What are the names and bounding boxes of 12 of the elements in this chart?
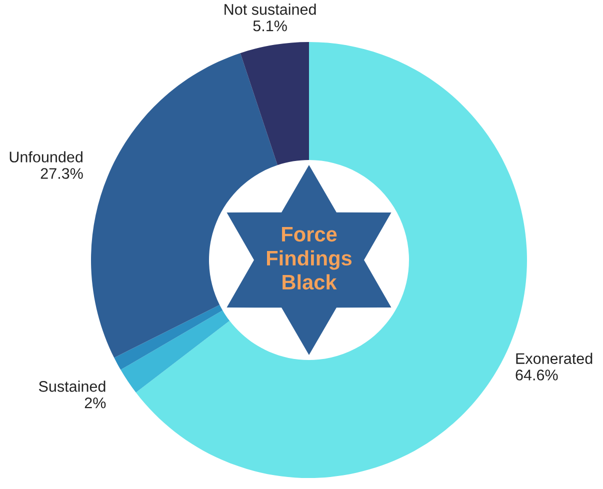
text: Force Findings Black (267, 227, 352, 290)
data-label: 5.1% (253, 20, 287, 32)
slice-label: Sustained (38, 380, 106, 392)
data-label: 27.3% (40, 168, 83, 179)
slice-label: Exonerated (516, 352, 592, 364)
data-label: 2% (84, 397, 106, 408)
donut-slice (114, 304, 223, 370)
donut-slice (120, 310, 230, 393)
slice-label: Not sustained (224, 4, 316, 15)
slice-label: Unfounded (10, 151, 82, 162)
data-label: 64.6% (516, 370, 558, 380)
donut-slice (240, 42, 309, 166)
